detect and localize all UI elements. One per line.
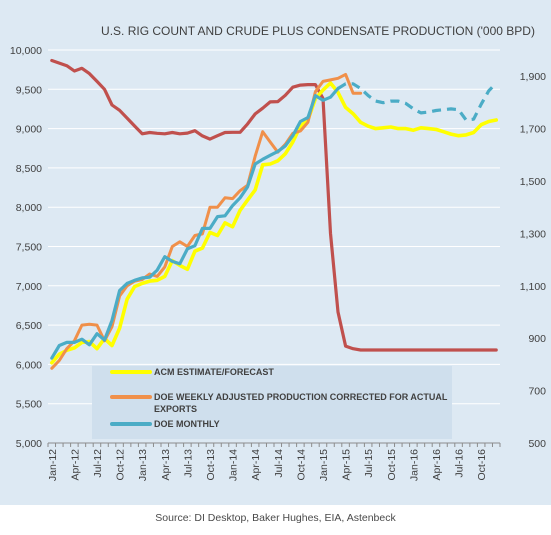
x-tick-label: Apr-12 [69, 449, 81, 481]
legend-label-line: DOE WEEKLY ADJUSTED PRODUCTION CORRECTED… [154, 392, 448, 402]
series-acm-estimate-forecast-line [50, 81, 498, 365]
left-y-axis: 5,000 5,500 6,000 6,500 7,000 7,500 8,000 8,500… [10, 45, 42, 450]
legend-box [92, 366, 452, 439]
y-left-tick-label: 9,000 [16, 124, 42, 136]
y-left-tick-label: 7,500 [16, 242, 42, 254]
series-doe-weekly-adjusted-production-corrected-for-actual-exports-line [50, 72, 363, 370]
chart-title: U.S. RIG COUNT AND CRUDE PLUS CONDENSATE… [101, 24, 535, 38]
y-right-tick-label: 1,900 [520, 71, 546, 83]
legend-label: DOE WEEKLY ADJUSTED PRODUCTION CORRECTED… [154, 392, 448, 414]
x-tick-label: Jul-12 [92, 449, 104, 478]
y-left-tick-label: 7,000 [16, 281, 42, 293]
y-right-tick-label: 1,500 [520, 176, 546, 188]
x-tick-label: Oct-14 [295, 449, 307, 481]
chart-frame: U.S. RIG COUNT AND CRUDE PLUS CONDENSATE… [0, 0, 551, 505]
series-doe-monthly-forecast-line [337, 81, 498, 122]
right-y-axis: 500 700 900 1,100 1,300 1,500 1,700 1,900 [520, 71, 546, 450]
y-left-tick-label: 6,500 [16, 320, 42, 332]
y-right-tick-label: 900 [528, 333, 546, 345]
legend-label: ACM ESTIMATE/FORECAST [154, 367, 274, 377]
y-right-tick-label: 1,700 [520, 124, 546, 136]
y-left-tick-label: 5,000 [16, 438, 42, 450]
legend-label: DOE MONTHLY [154, 419, 220, 429]
source-note: Source: DI Desktop, Baker Hughes, EIA, A… [155, 512, 396, 524]
series-doe-monthly-line [50, 86, 340, 360]
x-tick-label: Oct-12 [115, 449, 127, 481]
line-chart: U.S. RIG COUNT AND CRUDE PLUS CONDENSATE… [10, 24, 546, 481]
x-tick-label: Apr-13 [160, 449, 172, 481]
x-tick-label: Jul-13 [182, 449, 194, 478]
x-tick-label: Jan-13 [137, 449, 149, 481]
series-lines [50, 58, 498, 370]
x-tick-label: Oct-15 [386, 449, 398, 481]
y-right-tick-label: 500 [528, 438, 546, 450]
legend-items: ACM ESTIMATE/FORECAST DOE WEEKLY ADJUSTED… [110, 367, 448, 429]
x-tick-label: Jan-15 [318, 449, 330, 481]
y-left-tick-label: 9,500 [16, 84, 42, 96]
y-left-tick-label: 6,000 [16, 359, 42, 371]
x-tick-label: Oct-16 [476, 449, 488, 481]
legend-label-line: EXPORTS [154, 404, 197, 414]
y-right-tick-label: 1,100 [520, 281, 546, 293]
x-tick-label: Jul-15 [363, 449, 375, 478]
x-tick-label: Jan-12 [47, 449, 59, 481]
x-tick-label: Jul-14 [273, 449, 285, 478]
x-tick-label: Jan-16 [408, 449, 420, 481]
x-tick-label: Jul-16 [454, 449, 466, 478]
y-right-tick-label: 700 [528, 386, 546, 398]
y-left-tick-label: 8,500 [16, 163, 42, 175]
x-tick-label: Apr-14 [250, 449, 262, 481]
y-left-tick-label: 8,000 [16, 202, 42, 214]
x-axis: Jan-12 Apr-12 Jul-12 Oct-12 Jan-13 Apr-13 Jul-… [47, 442, 501, 481]
x-tick-label: Apr-15 [341, 449, 353, 481]
y-right-tick-label: 1,300 [520, 228, 546, 240]
legend [92, 366, 452, 439]
y-left-tick-label: 5,500 [16, 399, 42, 411]
series-rig-count-line [50, 58, 498, 352]
x-tick-label: Jan-14 [228, 449, 240, 481]
y-left-tick-label: 10,000 [10, 45, 42, 57]
x-tick-label: Apr-16 [431, 449, 443, 481]
x-tick-label: Oct-13 [205, 449, 217, 481]
